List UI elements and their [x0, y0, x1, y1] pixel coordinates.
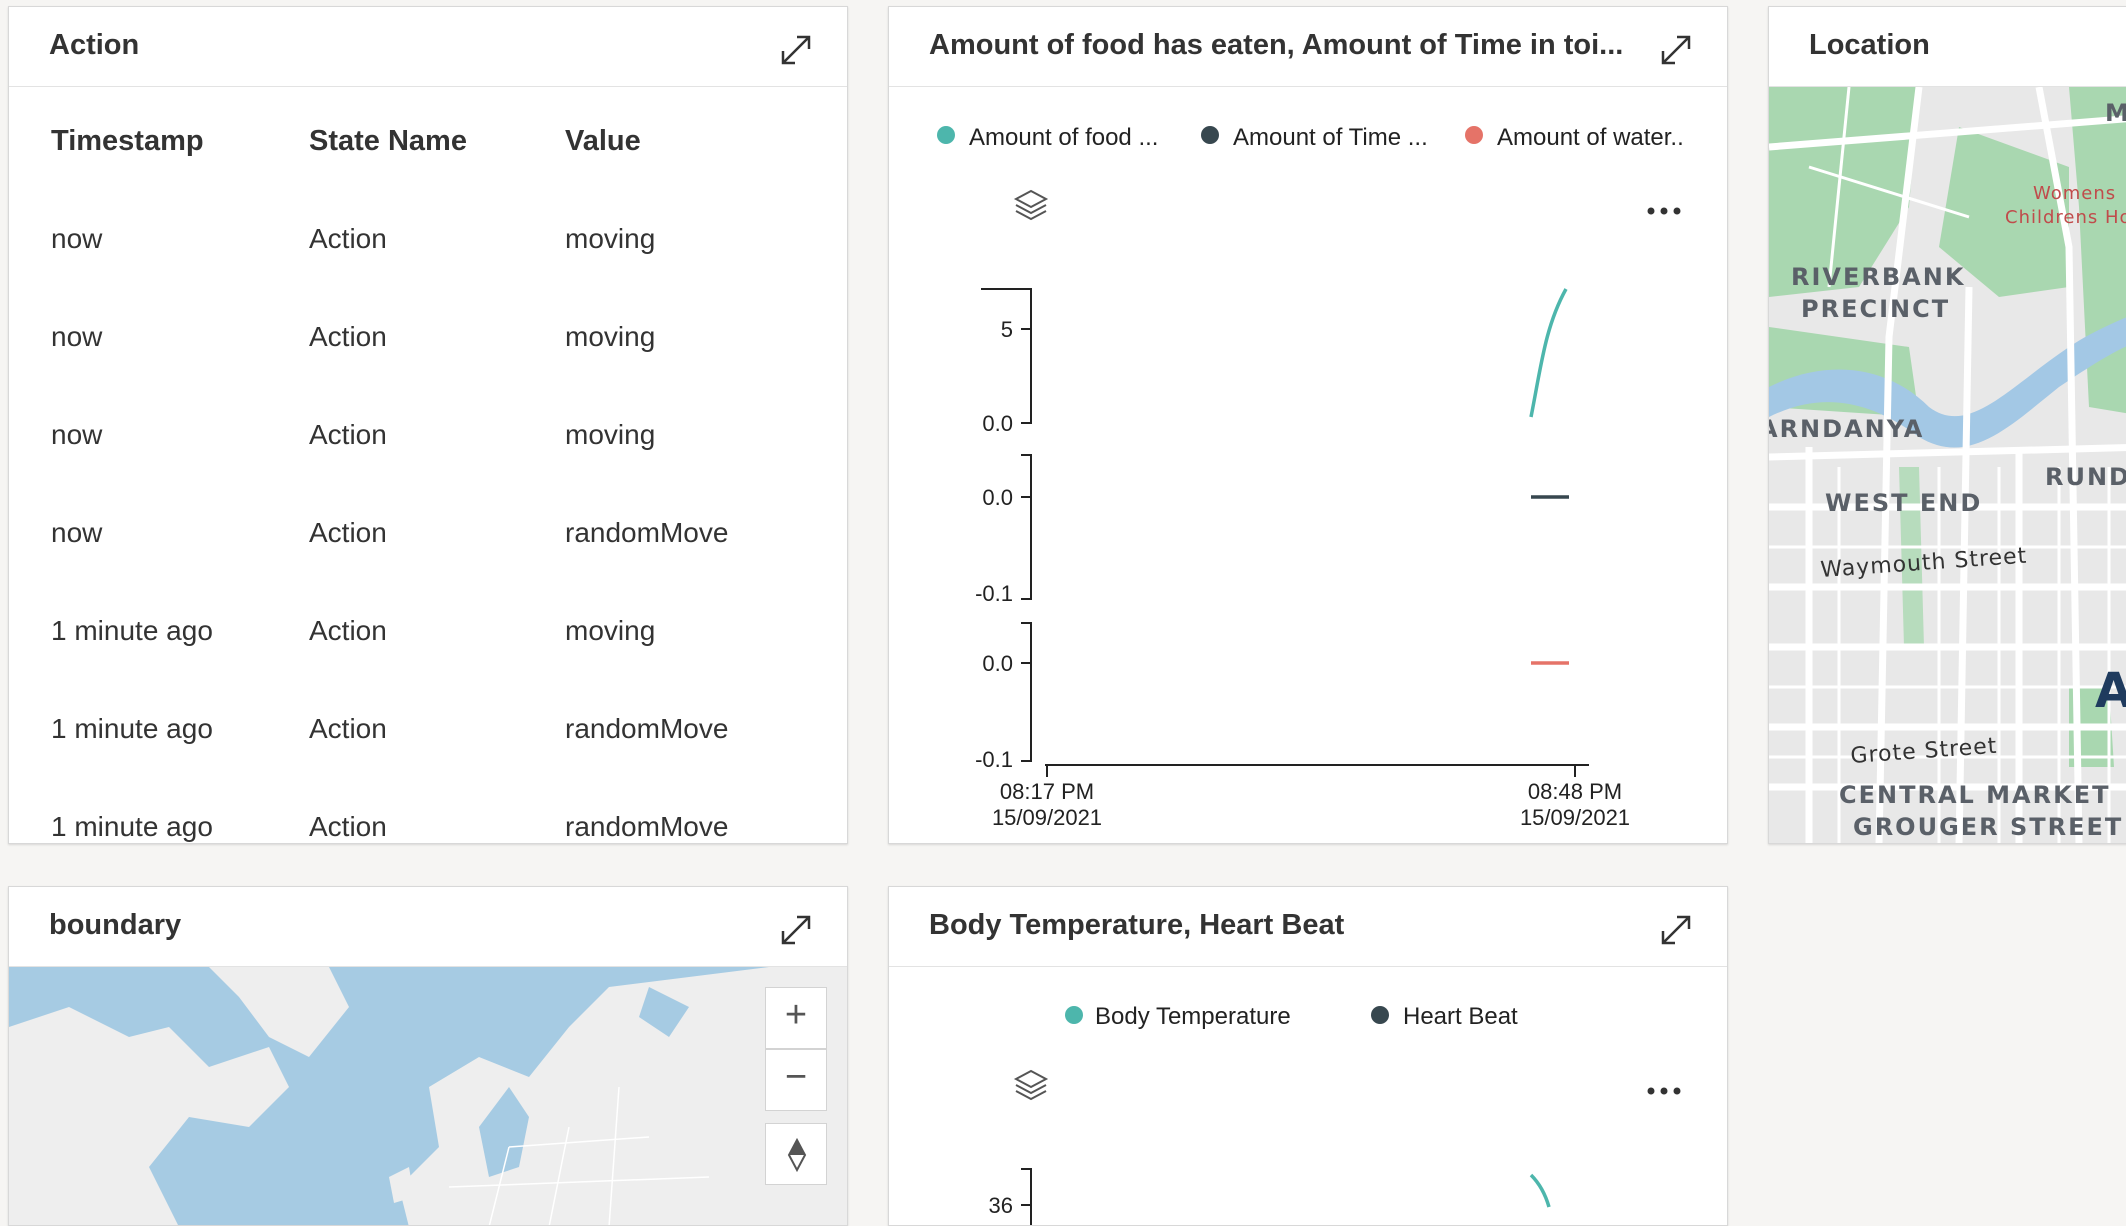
cell-state-name: Action: [309, 811, 387, 842]
cell-value: randomMove: [565, 517, 729, 548]
column-header-timestamp[interactable]: Timestamp: [51, 125, 204, 157]
x-axis: 08:17 PM 15/09/2021 08:48 PM 15/09/2021: [992, 764, 1630, 830]
x-tick-time: 08:48 PM: [1528, 779, 1622, 804]
cell-timestamp: now: [51, 321, 103, 352]
series-line-food: [1529, 288, 1568, 418]
cell-timestamp: now: [51, 223, 103, 254]
zoom-in-label: +: [784, 994, 808, 1036]
zoom-in-button[interactable]: +: [765, 987, 827, 1049]
map-label: RIVERBANK: [1791, 263, 1965, 291]
y-tick-label: 36: [989, 1193, 1013, 1218]
cell-state-name: Action: [309, 615, 387, 646]
zoom-out-label: −: [784, 1056, 808, 1098]
action-card: Action Timestamp State Name Value now Ac…: [8, 6, 848, 844]
body-temp-plot: 36: [989, 1168, 1551, 1225]
body-temp-card: Body Temperature, Heart Beat Body Temper…: [888, 886, 1728, 1226]
food-chart-header: Amount of food has eaten, Amount of Time…: [889, 7, 1727, 87]
x-tick-time: 08:17 PM: [1000, 779, 1094, 804]
cell-timestamp: 1 minute ago: [51, 811, 213, 842]
y-tick-label: -0.1: [975, 581, 1013, 606]
food-chart-title: Amount of food has eaten, Amount of Time…: [929, 29, 1624, 61]
cell-value: moving: [565, 321, 656, 352]
location-card-header: Location: [1769, 7, 2126, 87]
boundary-card-title: boundary: [49, 909, 182, 941]
legend-item-food[interactable]: Amount of food ...: [969, 124, 1159, 151]
location-map[interactable]: RIVERBANK PRECINCT ARNDANYA WEST END RUN…: [1769, 87, 2126, 844]
legend-swatch: [1065, 1006, 1083, 1024]
y-tick-label: 5: [1001, 317, 1013, 342]
y-tick-label: 0.0: [982, 651, 1013, 676]
more-options-icon[interactable]: [1645, 203, 1685, 219]
expand-icon[interactable]: [779, 33, 813, 67]
chart-panel-water: 0.0 -0.1: [975, 622, 1569, 772]
map-label: WEST END: [1825, 489, 1982, 517]
cell-value: moving: [565, 419, 656, 450]
cell-value: moving: [565, 223, 656, 254]
map-label: Womens: [2033, 183, 2116, 204]
map-label: Childrens Ho: [2005, 207, 2126, 228]
map-label: ARNDANYA: [1769, 415, 1924, 443]
action-card-title: Action: [49, 29, 140, 61]
body-temp-title: Body Temperature, Heart Beat: [929, 909, 1345, 941]
legend-swatch: [937, 126, 955, 144]
cell-timestamp: now: [51, 517, 103, 548]
food-chart-plot: 5 0.0 0.0 -0.1 0.0 -0.1 08:17 PM 15/09/2…: [975, 288, 1630, 830]
location-card-title: Location: [1809, 29, 1930, 61]
map-label: CENTRAL MARKET: [1839, 781, 2110, 809]
location-card: Location: [1768, 6, 2126, 844]
map-label: A: [2095, 663, 2126, 719]
layers-icon[interactable]: [1013, 1067, 1049, 1103]
cell-timestamp: 1 minute ago: [51, 713, 213, 744]
legend-swatch: [1371, 1006, 1389, 1024]
cell-state-name: Action: [309, 223, 387, 254]
cell-state-name: Action: [309, 321, 387, 352]
cell-state-name: Action: [309, 517, 387, 548]
boundary-map[interactable]: [9, 967, 848, 1226]
column-header-state-name[interactable]: State Name: [309, 125, 467, 157]
x-tick-date: 15/09/2021: [992, 805, 1102, 830]
cell-state-name: Action: [309, 419, 387, 450]
map-label: RUND: [2045, 463, 2126, 491]
cell-timestamp: now: [51, 419, 103, 450]
legend-item-time[interactable]: Amount of Time ...: [1233, 124, 1428, 151]
series-line-body-temperature: [1529, 1173, 1551, 1208]
body-temp-header: Body Temperature, Heart Beat: [889, 887, 1727, 967]
y-tick-label: 0.0: [982, 411, 1013, 436]
boundary-card-header: boundary: [9, 887, 847, 967]
legend-item-body-temperature[interactable]: Body Temperature: [1095, 1003, 1291, 1030]
boundary-card: boundary + −: [8, 886, 848, 1226]
compass-button[interactable]: [765, 1123, 827, 1185]
y-tick-label: -0.1: [975, 747, 1013, 772]
food-chart-card: Amount of food has eaten, Amount of Time…: [888, 6, 1728, 844]
expand-icon[interactable]: [1659, 33, 1693, 67]
legend-swatch: [1201, 126, 1219, 144]
cell-state-name: Action: [309, 713, 387, 744]
cell-value: randomMove: [565, 713, 729, 744]
action-card-header: Action: [9, 7, 847, 87]
map-label: PRECINCT: [1801, 295, 1950, 323]
cell-value: randomMove: [565, 811, 729, 842]
legend-item-water[interactable]: Amount of water..: [1497, 124, 1684, 151]
x-tick-date: 15/09/2021: [1520, 805, 1630, 830]
map-label: M: [2105, 99, 2126, 127]
legend-swatch: [1465, 126, 1483, 144]
cell-value: moving: [565, 615, 656, 646]
expand-icon[interactable]: [1659, 913, 1693, 947]
expand-icon[interactable]: [779, 913, 813, 947]
more-options-icon[interactable]: [1645, 1083, 1685, 1099]
map-label: GROUGER STREET: [1853, 813, 2123, 841]
legend-item-heart-beat[interactable]: Heart Beat: [1403, 1003, 1518, 1030]
column-header-value[interactable]: Value: [565, 125, 641, 157]
chart-panel-food: 5 0.0: [981, 288, 1568, 436]
chart-panel-time: 0.0 -0.1: [975, 454, 1569, 606]
zoom-out-button[interactable]: −: [765, 1049, 827, 1111]
compass-icon: [787, 1138, 807, 1172]
y-tick-label: 0.0: [982, 485, 1013, 510]
cell-timestamp: 1 minute ago: [51, 615, 213, 646]
layers-icon[interactable]: [1013, 187, 1049, 223]
